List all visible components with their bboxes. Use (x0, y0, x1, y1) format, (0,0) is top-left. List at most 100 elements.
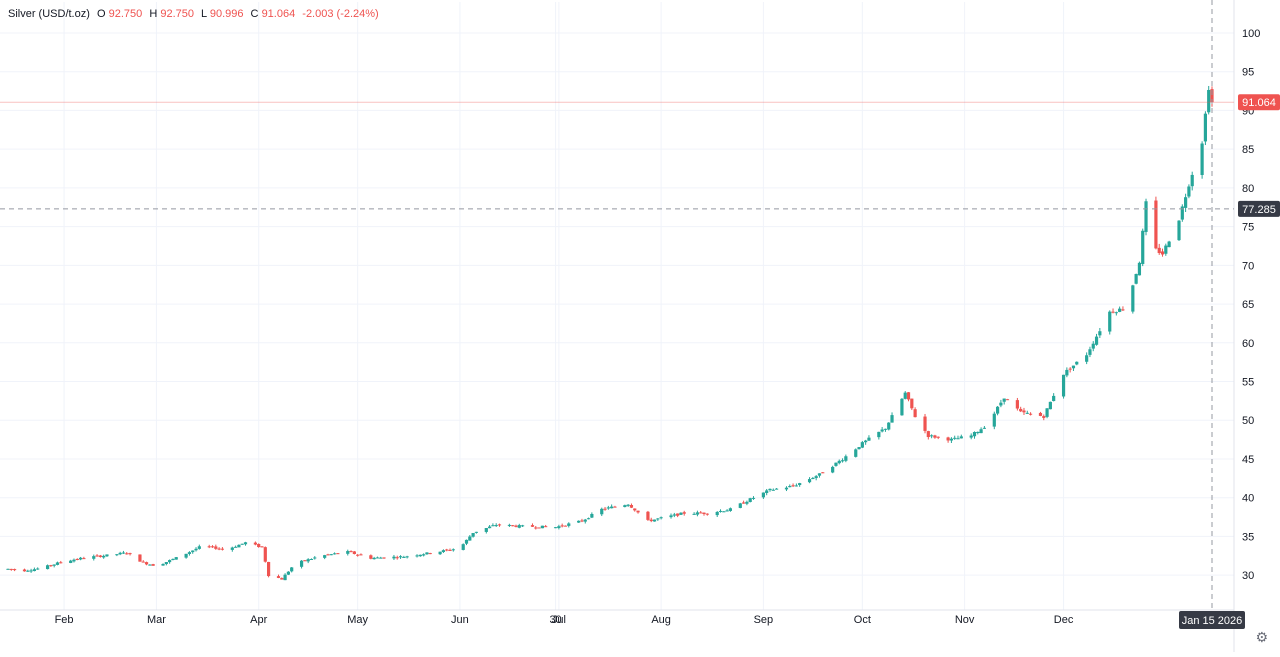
candle-body (78, 557, 83, 560)
candle-body (817, 473, 822, 476)
candle-body (375, 557, 380, 559)
candle-body (718, 510, 723, 512)
x-tick-label: Jul (552, 614, 566, 626)
candle-body (398, 556, 403, 558)
candle-body (184, 553, 188, 558)
candle-body (877, 431, 881, 438)
change-value: -2.003 (-2.24%) (302, 8, 379, 20)
candle-body (326, 554, 330, 556)
candle-body (59, 562, 63, 564)
candle-body (121, 552, 126, 554)
candle-body (461, 544, 465, 550)
candle-body (1002, 398, 1006, 402)
candle-body (1111, 311, 1115, 313)
candle-body (745, 501, 749, 504)
high-label: H (149, 8, 158, 20)
candle-body (840, 460, 845, 462)
crosshair-date-label: Jan 15 2026 (1182, 615, 1243, 627)
candle-body (174, 557, 178, 560)
candle-body (890, 415, 894, 423)
candle-body (392, 556, 396, 559)
candle-body (807, 479, 812, 483)
candle-body (679, 512, 683, 515)
candle-body (507, 524, 511, 526)
crosshair-date-label-bg (1179, 611, 1245, 629)
candle-body (520, 525, 525, 527)
candle-body (1005, 399, 1010, 401)
candle-body (402, 556, 406, 558)
candle-body (1052, 395, 1056, 402)
candle-body (1160, 251, 1165, 255)
candle-body (936, 436, 940, 438)
candle-body (253, 542, 257, 545)
candle-body (544, 526, 548, 528)
candle-body (603, 508, 607, 510)
candle-body (995, 406, 1000, 414)
candle-body (415, 555, 419, 557)
candle-body (1207, 89, 1211, 113)
candle-body (356, 554, 360, 556)
candle-body (395, 557, 399, 559)
candle-body (286, 571, 290, 575)
candle-body (586, 518, 591, 520)
candle-body (682, 512, 686, 514)
candle-body (969, 435, 973, 438)
candle-body (699, 512, 703, 514)
candle-body (1061, 374, 1066, 397)
y-tick-label: 100 (1242, 28, 1260, 40)
candle-body (748, 498, 752, 503)
candle-body (1045, 408, 1049, 417)
candle-body (194, 548, 198, 551)
candle-body (55, 562, 60, 565)
candle-body (303, 560, 307, 562)
candle-body (197, 546, 201, 549)
candle-body (36, 568, 40, 570)
candle-body (623, 505, 627, 508)
candle-body (237, 544, 241, 548)
candle-body (138, 554, 142, 562)
candle-body (45, 565, 50, 570)
candle-body (1108, 311, 1112, 332)
candle-body (352, 551, 356, 554)
candle-body (652, 519, 657, 522)
candle-body (1121, 309, 1125, 311)
y-tick-label: 45 (1242, 454, 1254, 466)
candle-body (1180, 206, 1184, 220)
candle-body (791, 485, 795, 487)
candle-body (972, 432, 977, 437)
candle-body (649, 519, 653, 522)
candle-body (705, 513, 709, 515)
candle-body (382, 557, 386, 559)
candle-body (854, 449, 858, 457)
symbol-name: Silver (USD/t.oz) (8, 8, 90, 20)
candle-body (214, 546, 218, 549)
y-tick-label: 65 (1242, 299, 1254, 311)
candle-body (313, 557, 317, 559)
candle-body (1075, 361, 1079, 365)
candle-body (336, 553, 340, 555)
candle-body (511, 525, 515, 527)
candle-body (784, 487, 789, 490)
candle-body (1098, 331, 1102, 336)
candle-body (1144, 201, 1148, 232)
candle-body (369, 555, 373, 559)
candle-body (12, 569, 17, 571)
candle-body (606, 507, 610, 509)
candle-body (346, 551, 350, 554)
candle-body (798, 483, 802, 486)
gear-icon[interactable]: ⚙ (1255, 629, 1268, 645)
y-tick-label: 85 (1242, 144, 1254, 156)
close-label: C (250, 8, 259, 20)
candle-body (422, 554, 426, 556)
candle-body (52, 564, 56, 566)
candle-body (1141, 230, 1145, 264)
candle-body (118, 552, 122, 555)
candle-body (161, 564, 165, 566)
candle-body (923, 416, 927, 431)
candle-body (263, 547, 267, 562)
candle-body (1167, 241, 1171, 248)
candle-body (49, 565, 53, 567)
candle-body (260, 546, 264, 548)
